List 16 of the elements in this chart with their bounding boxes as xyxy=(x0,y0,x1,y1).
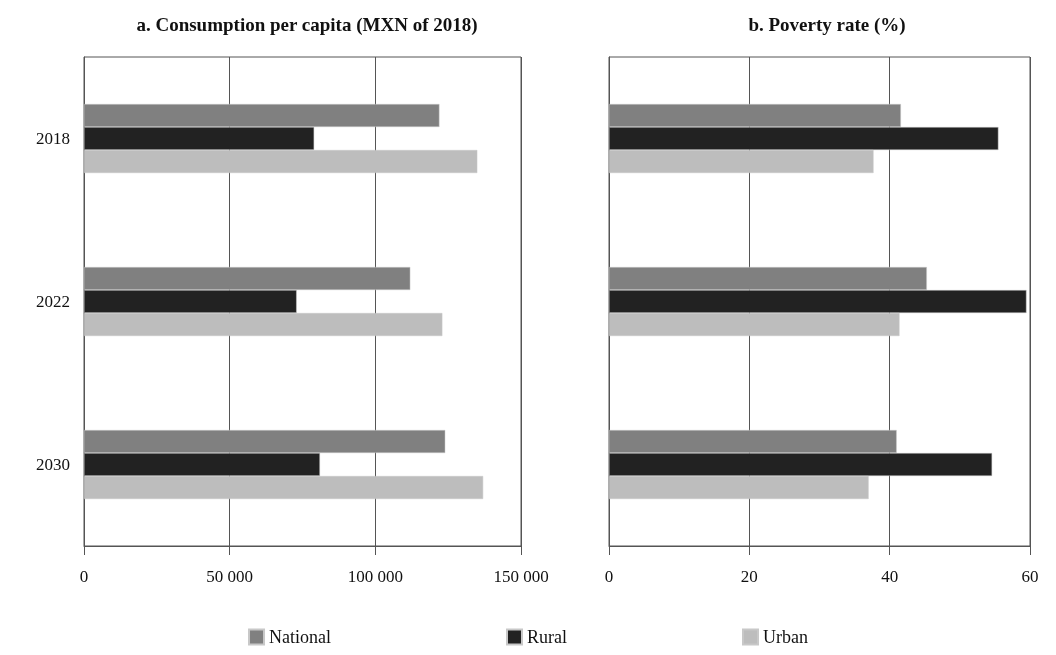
x-tick-label: 0 xyxy=(79,567,89,586)
legend-label: National xyxy=(269,627,332,647)
y-tick-label: 2022 xyxy=(36,292,70,311)
x-tick-label: 150 000 xyxy=(493,567,549,586)
legend-label: Urban xyxy=(762,627,808,647)
chart-title: b. Poverty rate (%) xyxy=(748,14,906,36)
y-tick-label: 2018 xyxy=(36,129,70,148)
x-tick-label: 60 xyxy=(1021,567,1039,586)
legend-label: Rural xyxy=(527,627,567,647)
x-tick-label: 40 xyxy=(881,567,899,586)
chart-title: a. Consumption per capita (MXN of 2018) xyxy=(136,14,478,36)
x-tick-label: 0 xyxy=(604,567,614,586)
x-tick-label: 20 xyxy=(740,567,758,586)
x-tick-label: 100 000 xyxy=(347,567,403,586)
y-tick-label: 2030 xyxy=(36,455,70,474)
x-tick-label: 50 000 xyxy=(206,567,254,586)
